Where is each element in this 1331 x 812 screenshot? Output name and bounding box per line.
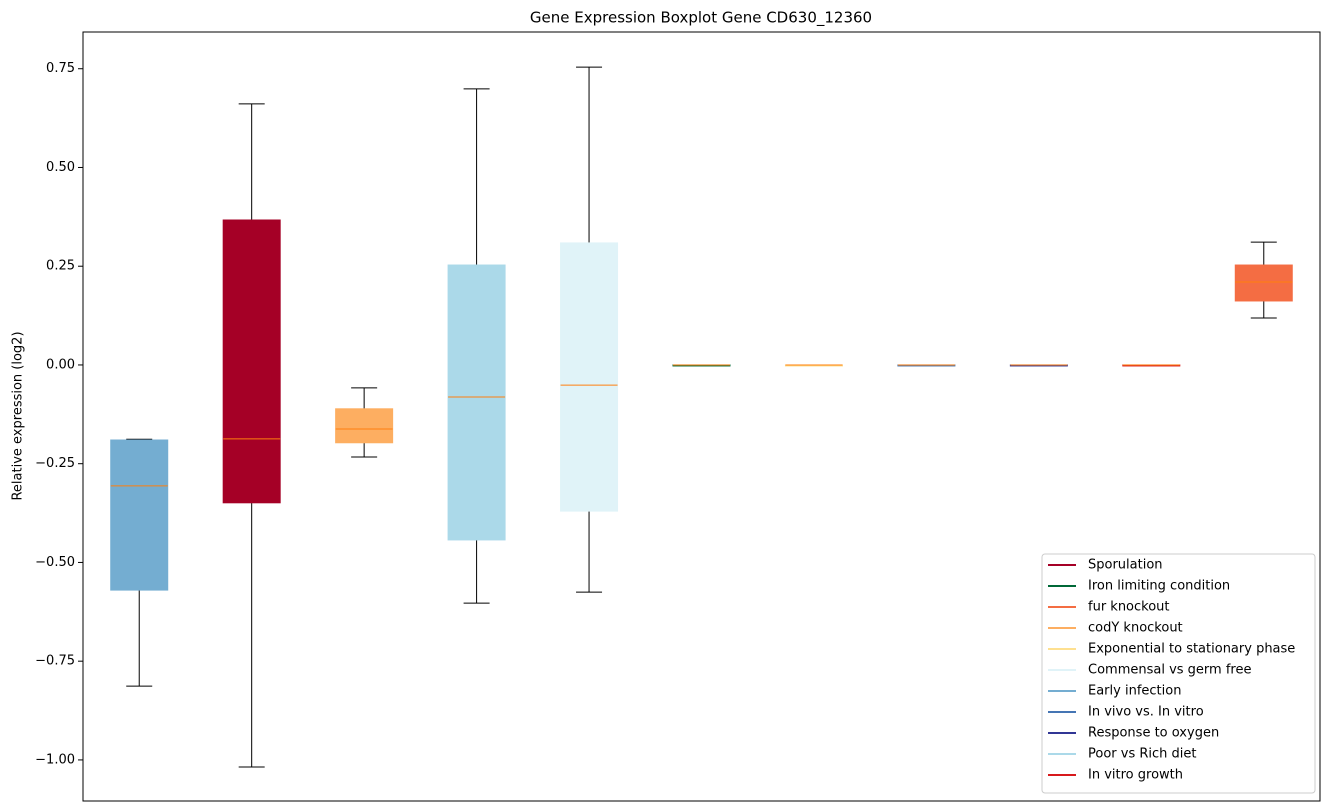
legend-label: Iron limiting condition — [1088, 579, 1230, 594]
legend-label: codY knockout — [1088, 621, 1183, 636]
chart-title: Gene Expression Boxplot Gene CD630_12360 — [530, 9, 872, 28]
y-tick-label: −0.75 — [35, 654, 75, 669]
legend-label: Commensal vs germ free — [1088, 663, 1251, 678]
y-tick-label: 0.00 — [46, 357, 75, 372]
legend-label: Sporulation — [1088, 558, 1163, 573]
legend-label: fur knockout — [1088, 600, 1170, 615]
box — [222, 219, 281, 504]
y-tick-label: −1.00 — [35, 752, 75, 767]
y-tick-label: 0.75 — [46, 61, 75, 76]
legend-label: In vitro growth — [1088, 768, 1183, 783]
box — [447, 264, 506, 541]
y-axis-label: Relative expression (log2) — [11, 331, 26, 500]
y-tick-label: 0.25 — [46, 259, 75, 274]
legend-label: Exponential to stationary phase — [1088, 642, 1295, 657]
y-tick-label: −0.50 — [35, 555, 75, 570]
box — [1234, 264, 1293, 302]
legend-label: In vivo vs. In vitro — [1088, 705, 1204, 720]
legend-label: Poor vs Rich diet — [1088, 747, 1196, 762]
y-tick-label: 0.50 — [46, 160, 75, 175]
box — [335, 408, 394, 444]
legend-label: Early infection — [1088, 684, 1181, 699]
legend-box — [1041, 553, 1316, 794]
y-tick-label: −0.25 — [35, 456, 75, 471]
box — [560, 242, 619, 512]
plot-frame — [82, 31, 1321, 802]
box — [110, 439, 169, 591]
legend-label: Response to oxygen — [1088, 726, 1219, 741]
